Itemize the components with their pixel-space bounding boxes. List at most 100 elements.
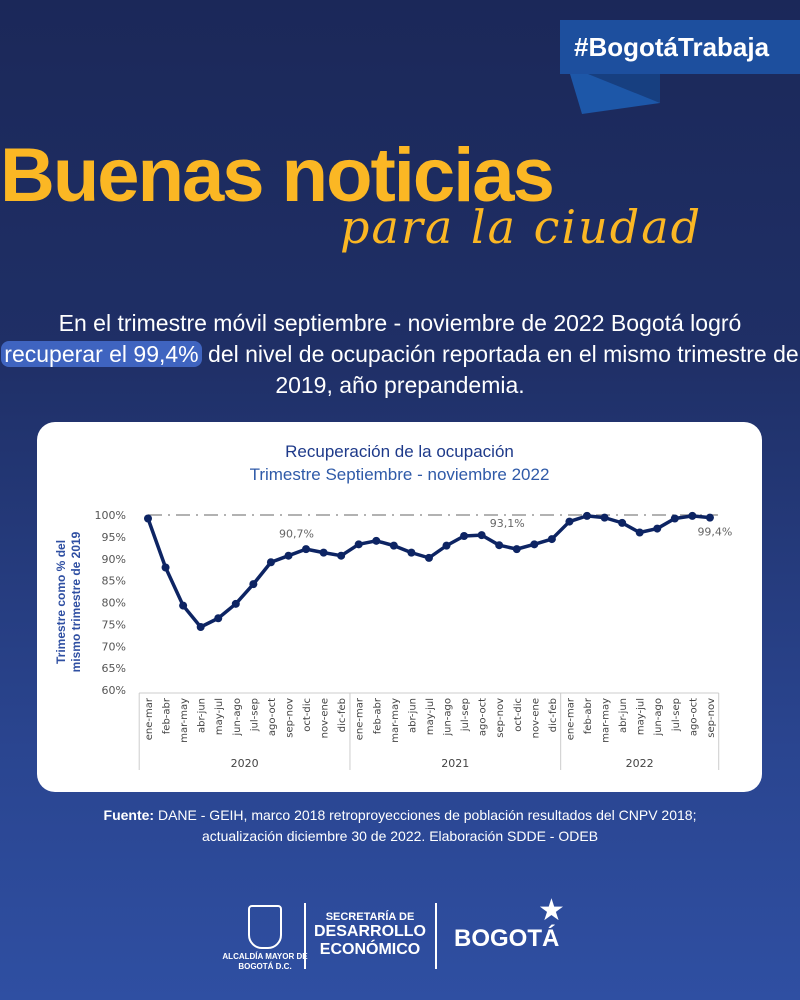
x-tick-label: jun-ago [653,698,664,737]
year-label: 2020 [231,757,259,770]
logo-divider [304,903,306,969]
data-point [670,514,679,523]
x-tick-label: ene-mar [144,697,155,740]
chart-subtitle: Trimestre Septiembre - noviembre 2022 [249,465,550,484]
y-tick-label: 95% [102,531,126,544]
lead-text-after: del nivel de ocupación reportada en el m… [208,341,799,398]
data-point [477,531,486,540]
lead-text-before: En el trimestre móvil septiembre - novie… [58,310,742,336]
star-icon: ★ [538,894,565,927]
x-tick-label: dic-feb [548,698,559,732]
x-tick-label: oct-dic [513,698,524,732]
y-tick-label: 70% [102,640,126,653]
x-tick-label: sep-nov [284,698,295,738]
headline-script: para la ciudad [340,200,703,254]
alcaldia-text: ALCALDÍA MAYOR DE BOGOTÁ D.C. [222,952,308,971]
source-line-1: DANE - GEIH, marco 2018 retroproyeccione… [157,807,697,823]
y-tick-label: 80% [102,597,126,610]
data-point [319,548,328,557]
chart-card: Recuperación de la ocupación Trimestre S… [37,422,762,792]
x-tick-label: dic-feb [337,698,348,732]
y-axis-label: Trimestre como % delmismo trimestre de 2… [54,531,83,672]
x-tick-label: jul-sep [671,698,682,732]
y-tick-label: 65% [102,662,126,675]
hashtag-ribbon-fold [570,74,660,114]
x-tick-label: ago-oct [267,698,278,736]
y-tick-label: 85% [102,575,126,588]
series-line [146,514,711,629]
source-note: Fuente: DANE - GEIH, marco 2018 retropro… [0,805,800,847]
x-tick-label: sep-nov [495,698,506,738]
data-point [161,563,170,572]
x-tick-label: may-jul [425,698,436,735]
x-tick-label: abr-jun [618,698,629,733]
data-label: 90,7% [279,528,314,541]
x-tick-label: jul-sep [460,698,471,732]
data-point [302,545,311,554]
data-point [144,514,152,523]
data-point [635,528,644,537]
data-point [460,532,469,540]
alcaldia-logo: ALCALDÍA MAYOR DE BOGOTÁ D.C. [220,905,310,972]
year-label: 2021 [441,757,469,770]
x-tick-label: ene-mar [565,697,576,740]
x-tick-label: may-jul [214,698,225,735]
year-label: 2022 [626,757,654,770]
sde-text-2: DESARROLLO [314,923,426,940]
data-point [284,551,293,560]
data-point [337,551,346,560]
lead-paragraph: En el trimestre móvil septiembre - novie… [0,308,800,401]
data-point [424,553,433,562]
x-tick-label: feb-abr [583,697,594,734]
x-tick-label: jun-ago [232,698,243,737]
source-label: Fuente: [103,807,155,823]
bogota-logo: BOGOTÁ [454,925,560,952]
source-line-2: actualización diciembre 30 de 2022. Elab… [201,828,599,844]
data-point [196,623,205,631]
data-point [214,614,223,623]
data-point [249,580,258,589]
y-tick-label: 60% [102,684,126,697]
hashtag-banner: #BogotáTrabaja [560,20,800,74]
x-tick-label: mar-may [179,698,190,743]
x-tick-label: mar-may [390,698,401,743]
x-tick-label: abr-jun [197,698,208,733]
y-tick-label: 90% [102,553,126,566]
data-point [583,511,591,520]
data-point [354,540,363,549]
data-point [530,540,539,549]
data-label: 93,1% [490,517,525,530]
footer-logos: ALCALDÍA MAYOR DE BOGOTÁ D.C. SECRETARÍA… [220,894,600,975]
y-tick-label: 75% [102,618,126,631]
x-tick-label: nov-ene [320,698,331,738]
x-tick-label: ene-mar [355,697,366,740]
x-tick-label: sep-nov [706,698,717,738]
data-point [495,541,504,550]
x-tick-label: nov-ene [530,698,541,738]
x-tick-label: feb-abr [372,697,383,734]
x-tick-label: feb-abr [162,697,173,734]
logo-divider [435,903,437,969]
x-tick-label: jun-ago [443,698,454,737]
data-point [442,541,451,550]
x-tick-label: oct-dic [302,698,313,732]
line-chart: 60% 65% 70% 75% 80% 85% 90% 95% 100% Trimestre co… [54,509,732,770]
sde-logo: SECRETARÍA DE DESARROLLO ECONÓMICO [310,911,430,959]
coat-of-arms-icon [248,905,282,949]
data-label: 99,4% [697,526,732,539]
lead-highlight: recuperar el 99,4% [1,341,202,367]
sde-text-1: SECRETARÍA DE [325,911,415,923]
x-tick-label: ago-oct [478,698,489,736]
x-tick-label: may-jul [636,698,647,735]
x-tick-label: jul-sep [249,698,260,732]
headline: Buenas noticias [0,133,555,218]
y-tick-label: 100% [95,509,126,522]
data-point [407,548,416,557]
data-point [705,513,714,522]
data-point [512,545,521,554]
chart-title: Recuperación de la ocupación [285,442,514,461]
data-point [565,517,574,526]
data-point [653,524,662,533]
data-point [547,535,556,544]
data-point [266,558,275,567]
